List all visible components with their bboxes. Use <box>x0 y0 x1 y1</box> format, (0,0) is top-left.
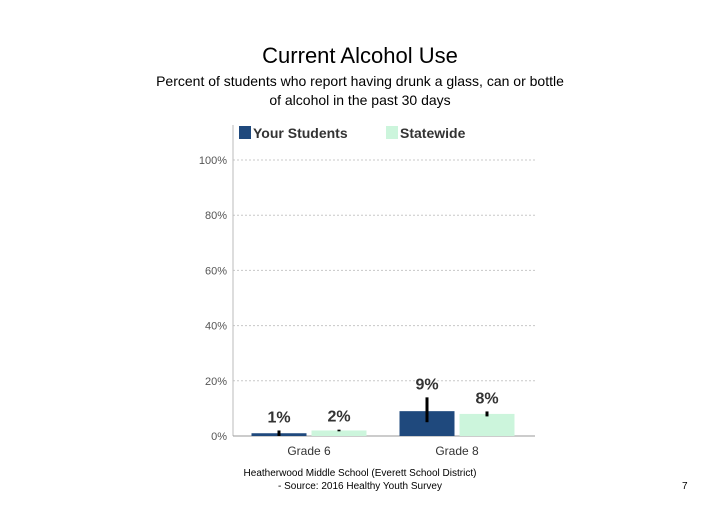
chart-subtitle: Percent of students who report having dr… <box>156 73 564 108</box>
footer: Heatherwood Middle School (Everett Schoo… <box>180 467 540 493</box>
y-tick-label: 100% <box>199 155 227 167</box>
page-number: 7 <box>682 481 688 492</box>
data-label: 1% <box>267 409 290 426</box>
y-tick-label: 40% <box>205 321 227 333</box>
footer-source: - Source: 2016 Healthy Youth Survey <box>278 481 442 492</box>
bar <box>459 413 515 436</box>
legend-label: Statewide <box>400 125 466 141</box>
legend-label: Your Students <box>253 125 348 141</box>
legend-swatch <box>386 126 398 139</box>
y-tick-label: 0% <box>211 431 227 443</box>
x-tick-label: Grade 6 <box>287 444 331 458</box>
y-tick-label: 20% <box>205 376 227 388</box>
chart-title: Current Alcohol Use <box>262 43 458 68</box>
y-tick-label: 60% <box>205 265 227 277</box>
x-tick-label: Grade 8 <box>435 444 479 458</box>
data-label: 9% <box>415 376 438 393</box>
footer-school: Heatherwood Middle School (Everett Schoo… <box>243 468 477 479</box>
data-label: 2% <box>327 409 350 426</box>
data-label: 8% <box>475 390 498 407</box>
bar <box>311 430 367 436</box>
legend-swatch <box>239 126 251 139</box>
y-tick-label: 80% <box>205 210 227 222</box>
